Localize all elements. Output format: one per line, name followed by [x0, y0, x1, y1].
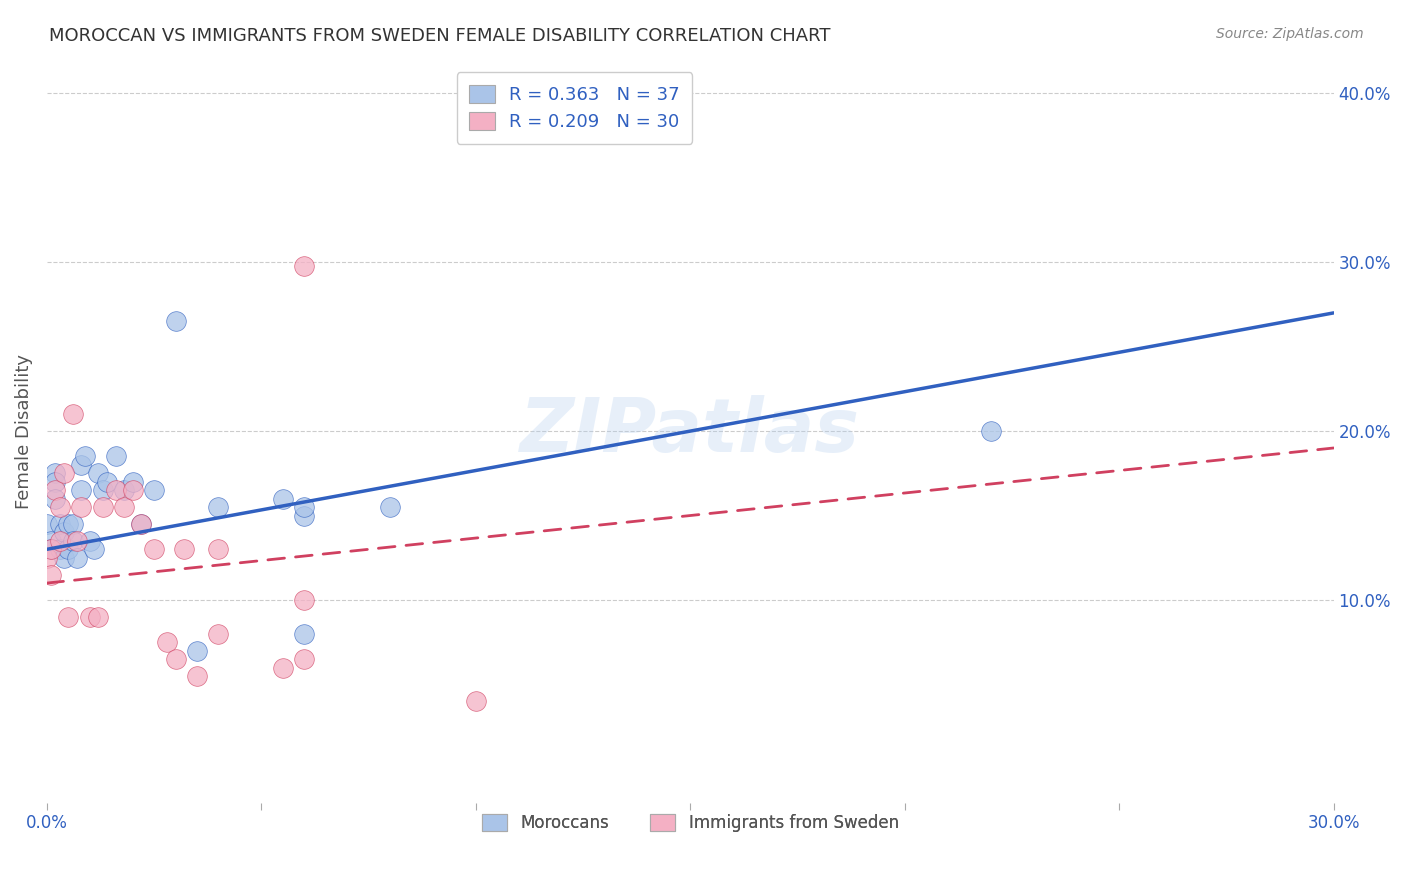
- Point: [156, 635, 179, 649]
- Point: [112, 483, 135, 498]
- Point: [39, 567, 62, 582]
- Legend: Moroccans, Immigrants from Sweden: Moroccans, Immigrants from Sweden: [475, 807, 905, 838]
- Point: [39, 533, 62, 548]
- Point: [53, 525, 76, 540]
- Point: [165, 314, 187, 328]
- Point: [378, 500, 401, 514]
- Point: [129, 516, 152, 531]
- Point: [979, 424, 1001, 438]
- Point: [44, 475, 66, 489]
- Text: MOROCCAN VS IMMIGRANTS FROM SWEDEN FEMALE DISABILITY CORRELATION CHART: MOROCCAN VS IMMIGRANTS FROM SWEDEN FEMAL…: [49, 27, 831, 45]
- Point: [143, 483, 166, 498]
- Point: [79, 533, 101, 548]
- Point: [53, 550, 76, 565]
- Point: [58, 542, 80, 557]
- Point: [62, 516, 84, 531]
- Point: [292, 652, 315, 666]
- Point: [91, 500, 114, 514]
- Y-axis label: Female Disability: Female Disability: [15, 353, 32, 508]
- Point: [39, 542, 62, 557]
- Point: [49, 500, 72, 514]
- Point: [87, 467, 110, 481]
- Point: [96, 475, 118, 489]
- Point: [44, 491, 66, 506]
- Point: [35, 550, 58, 565]
- Point: [165, 652, 187, 666]
- Point: [83, 542, 105, 557]
- Point: [104, 450, 127, 464]
- Point: [58, 516, 80, 531]
- Point: [66, 533, 89, 548]
- Point: [70, 458, 93, 472]
- Text: Source: ZipAtlas.com: Source: ZipAtlas.com: [1216, 27, 1364, 41]
- Point: [39, 542, 62, 557]
- Point: [62, 533, 84, 548]
- Point: [53, 467, 76, 481]
- Point: [49, 516, 72, 531]
- Point: [104, 483, 127, 498]
- Point: [70, 483, 93, 498]
- Point: [87, 610, 110, 624]
- Point: [207, 626, 229, 640]
- Point: [49, 542, 72, 557]
- Point: [70, 500, 93, 514]
- Point: [129, 516, 152, 531]
- Point: [292, 593, 315, 607]
- Point: [464, 694, 486, 708]
- Point: [207, 500, 229, 514]
- Point: [121, 475, 143, 489]
- Point: [112, 500, 135, 514]
- Point: [143, 542, 166, 557]
- Point: [79, 610, 101, 624]
- Point: [66, 550, 89, 565]
- Point: [49, 533, 72, 548]
- Point: [62, 407, 84, 421]
- Point: [44, 467, 66, 481]
- Point: [292, 626, 315, 640]
- Point: [186, 643, 208, 657]
- Point: [44, 483, 66, 498]
- Point: [58, 610, 80, 624]
- Point: [271, 491, 294, 506]
- Point: [292, 259, 315, 273]
- Point: [271, 660, 294, 674]
- Point: [121, 483, 143, 498]
- Point: [91, 483, 114, 498]
- Point: [186, 669, 208, 683]
- Text: ZIPatlas: ZIPatlas: [520, 394, 860, 467]
- Point: [35, 516, 58, 531]
- Point: [292, 508, 315, 523]
- Point: [207, 542, 229, 557]
- Point: [75, 450, 97, 464]
- Point: [292, 500, 315, 514]
- Point: [173, 542, 195, 557]
